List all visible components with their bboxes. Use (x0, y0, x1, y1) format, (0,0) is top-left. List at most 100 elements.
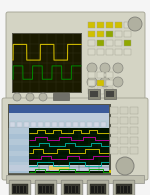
Bar (69, 186, 71, 193)
Bar (130, 117, 138, 124)
Bar (9, 151, 29, 156)
Bar (128, 186, 130, 193)
Ellipse shape (116, 157, 134, 175)
Bar (9, 134, 29, 139)
Bar (106, 72, 113, 78)
Bar (97, 40, 104, 46)
Bar (124, 31, 131, 37)
Bar (9, 139, 29, 145)
Bar (115, 22, 122, 28)
Bar (12, 33, 82, 93)
Bar (12, 184, 28, 194)
Bar (6, 102, 148, 180)
Bar (50, 186, 52, 193)
Bar (94, 122, 99, 127)
Bar (73, 122, 78, 127)
Bar (88, 49, 95, 55)
Bar (6, 175, 144, 183)
Bar (106, 88, 113, 94)
Bar (124, 49, 131, 55)
Bar (9, 105, 109, 113)
Bar (88, 80, 95, 86)
Bar (101, 122, 106, 127)
Bar (110, 107, 118, 114)
FancyBboxPatch shape (2, 98, 148, 180)
Ellipse shape (26, 93, 34, 101)
Bar (130, 107, 138, 114)
Bar (120, 107, 128, 114)
Bar (88, 88, 95, 94)
FancyBboxPatch shape (113, 180, 135, 195)
Bar (120, 117, 128, 124)
Bar (46, 186, 48, 193)
Bar (87, 122, 92, 127)
Bar (90, 184, 106, 194)
Bar (116, 184, 132, 194)
Bar (124, 186, 126, 193)
Bar (98, 186, 100, 193)
Bar (91, 186, 93, 193)
Ellipse shape (113, 77, 123, 87)
Bar (31, 122, 36, 127)
Bar (120, 147, 128, 154)
Bar (106, 49, 113, 55)
Ellipse shape (13, 93, 21, 101)
Bar (59, 122, 64, 127)
Bar (130, 147, 138, 154)
Bar (130, 137, 138, 144)
FancyBboxPatch shape (35, 180, 57, 195)
Bar (9, 156, 29, 162)
Bar (117, 186, 120, 193)
Bar (45, 122, 50, 127)
Bar (9, 128, 29, 173)
Bar (9, 145, 29, 151)
Bar (13, 186, 15, 193)
Bar (9, 128, 29, 134)
FancyBboxPatch shape (61, 180, 83, 195)
Bar (20, 186, 22, 193)
FancyBboxPatch shape (9, 180, 31, 195)
Bar (106, 22, 113, 28)
Ellipse shape (100, 77, 110, 87)
Bar (13, 34, 81, 92)
Bar (115, 49, 122, 55)
Bar (53, 93, 69, 100)
Bar (52, 122, 57, 127)
Bar (106, 80, 113, 86)
Bar (120, 127, 128, 134)
Bar (124, 40, 131, 46)
Ellipse shape (87, 63, 97, 73)
FancyBboxPatch shape (87, 180, 109, 195)
Bar (9, 165, 109, 171)
Bar (72, 186, 75, 193)
Bar (97, 31, 104, 37)
Bar (88, 22, 95, 28)
Bar (130, 127, 138, 134)
Bar (115, 40, 122, 46)
Bar (24, 186, 26, 193)
Bar (49, 166, 69, 170)
Bar (9, 167, 29, 173)
Ellipse shape (100, 63, 110, 73)
Bar (120, 186, 123, 193)
Ellipse shape (113, 63, 123, 73)
Bar (16, 186, 19, 193)
Bar (75, 186, 78, 193)
Bar (9, 113, 109, 120)
Bar (106, 91, 114, 97)
Bar (102, 186, 104, 193)
Bar (38, 122, 43, 127)
Bar (110, 137, 118, 144)
Ellipse shape (128, 17, 142, 31)
Ellipse shape (39, 93, 47, 101)
Bar (88, 89, 100, 99)
Bar (97, 49, 104, 55)
Bar (80, 122, 85, 127)
Bar (88, 40, 95, 46)
Ellipse shape (87, 77, 97, 87)
Bar (17, 122, 22, 127)
Bar (66, 122, 71, 127)
Bar (97, 88, 104, 94)
Bar (10, 122, 15, 127)
Bar (97, 72, 104, 78)
